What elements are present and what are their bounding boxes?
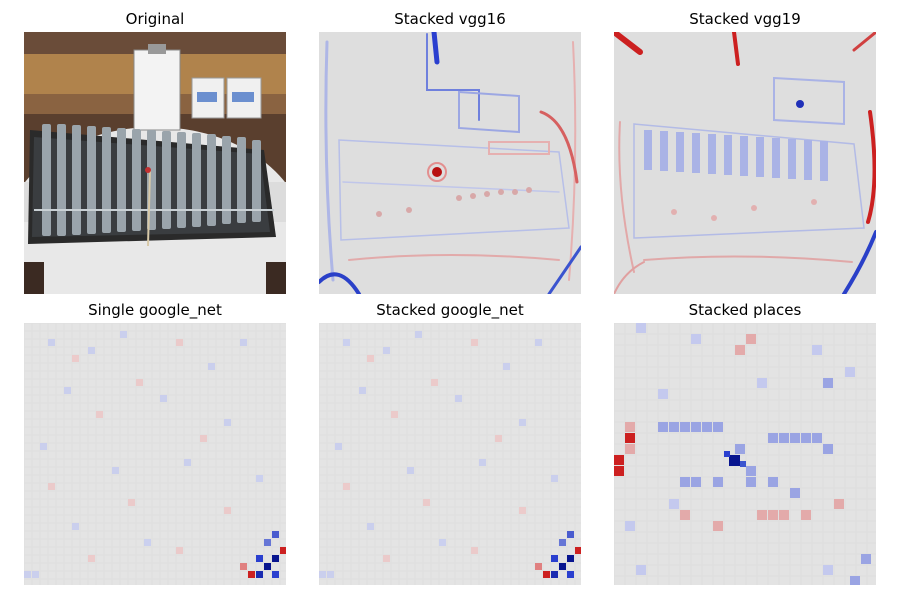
single-google-net-panel <box>24 323 286 585</box>
stacked-vgg19-panel <box>614 32 876 294</box>
stacked-places-heatmap <box>614 323 876 585</box>
original-photo <box>24 32 286 294</box>
original-image-panel <box>24 32 286 294</box>
stacked-google-net-panel <box>319 323 581 585</box>
stacked-google-net-heatmap <box>319 323 581 585</box>
stacked-vgg16-panel <box>319 32 581 294</box>
panel-title-stacked-vgg16: Stacked vgg16 <box>394 10 506 28</box>
panel-title-single-google-net: Single google_net <box>88 301 222 319</box>
panel-title-original: Original <box>125 10 185 28</box>
stacked-places-panel <box>614 323 876 585</box>
panel-title-stacked-places: Stacked places <box>688 301 802 319</box>
panel-title-stacked-vgg19: Stacked vgg19 <box>689 10 801 28</box>
stacked-vgg19-heatmap <box>614 32 876 294</box>
single-google-net-heatmap <box>24 323 286 585</box>
stacked-vgg16-heatmap <box>319 32 581 294</box>
panel-title-stacked-google-net: Stacked google_net <box>376 301 524 319</box>
